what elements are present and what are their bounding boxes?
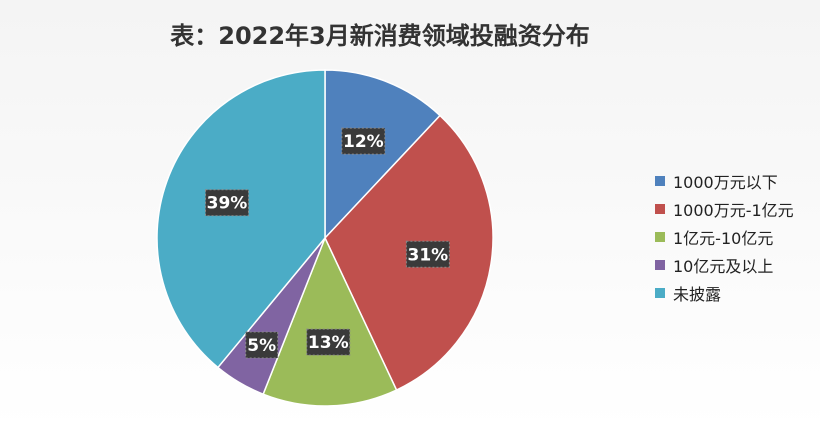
legend-swatch-2 — [655, 232, 665, 242]
legend-swatch-3 — [655, 260, 665, 270]
pie-data-label-1: 31% — [405, 240, 450, 268]
pie-data-label-text-0: 12% — [343, 132, 384, 152]
pie-data-label-text-2: 13% — [308, 333, 349, 353]
pie-data-label-3: 5% — [245, 331, 279, 359]
pie-data-label-box-2 — [306, 328, 351, 356]
legend-item-0: 1000万元以下 — [655, 167, 794, 195]
legend-label-2: 1亿元-10亿元 — [673, 229, 774, 248]
pie-data-label-box-1 — [405, 240, 450, 268]
legend-item-2: 1亿元-10亿元 — [655, 223, 794, 251]
pie-slice-2 — [262, 236, 398, 407]
legend-item-1: 1000万元-1亿元 — [655, 195, 794, 223]
legend-swatch-1 — [655, 204, 665, 214]
pie-data-label-4: 39% — [204, 189, 249, 217]
legend-swatch-4 — [655, 288, 665, 298]
legend-label-1: 1000万元-1亿元 — [673, 201, 794, 220]
legend-label-4: 未披露 — [673, 285, 722, 304]
legend-label-0: 1000万元以下 — [673, 173, 778, 192]
legend-label-3: 10亿元及以上 — [673, 257, 774, 276]
pie-data-label-text-4: 39% — [207, 194, 248, 214]
pie-data-label-0: 12% — [341, 127, 386, 155]
legend-item-4: 未披露 — [655, 279, 794, 307]
pie-data-label-2: 13% — [306, 328, 351, 356]
legend: 1000万元以下 1000万元-1亿元 1亿元-10亿元 10亿元及以上 未披露 — [655, 167, 794, 307]
pie-slice-4 — [156, 69, 326, 369]
pie-data-label-box-4 — [204, 189, 249, 217]
legend-item-3: 10亿元及以上 — [655, 251, 794, 279]
legend-swatch-0 — [655, 176, 665, 186]
pie-data-label-text-1: 31% — [408, 245, 449, 265]
pie-data-label-text-3: 5% — [247, 336, 276, 356]
pie-data-label-box-0 — [341, 127, 386, 155]
chart-title: 表：2022年3月新消费领域投融资分布 — [170, 22, 590, 50]
pie-data-label-box-3 — [245, 331, 279, 359]
pie-data-labels: 12% 31% 13% 5% 39% — [204, 127, 450, 359]
